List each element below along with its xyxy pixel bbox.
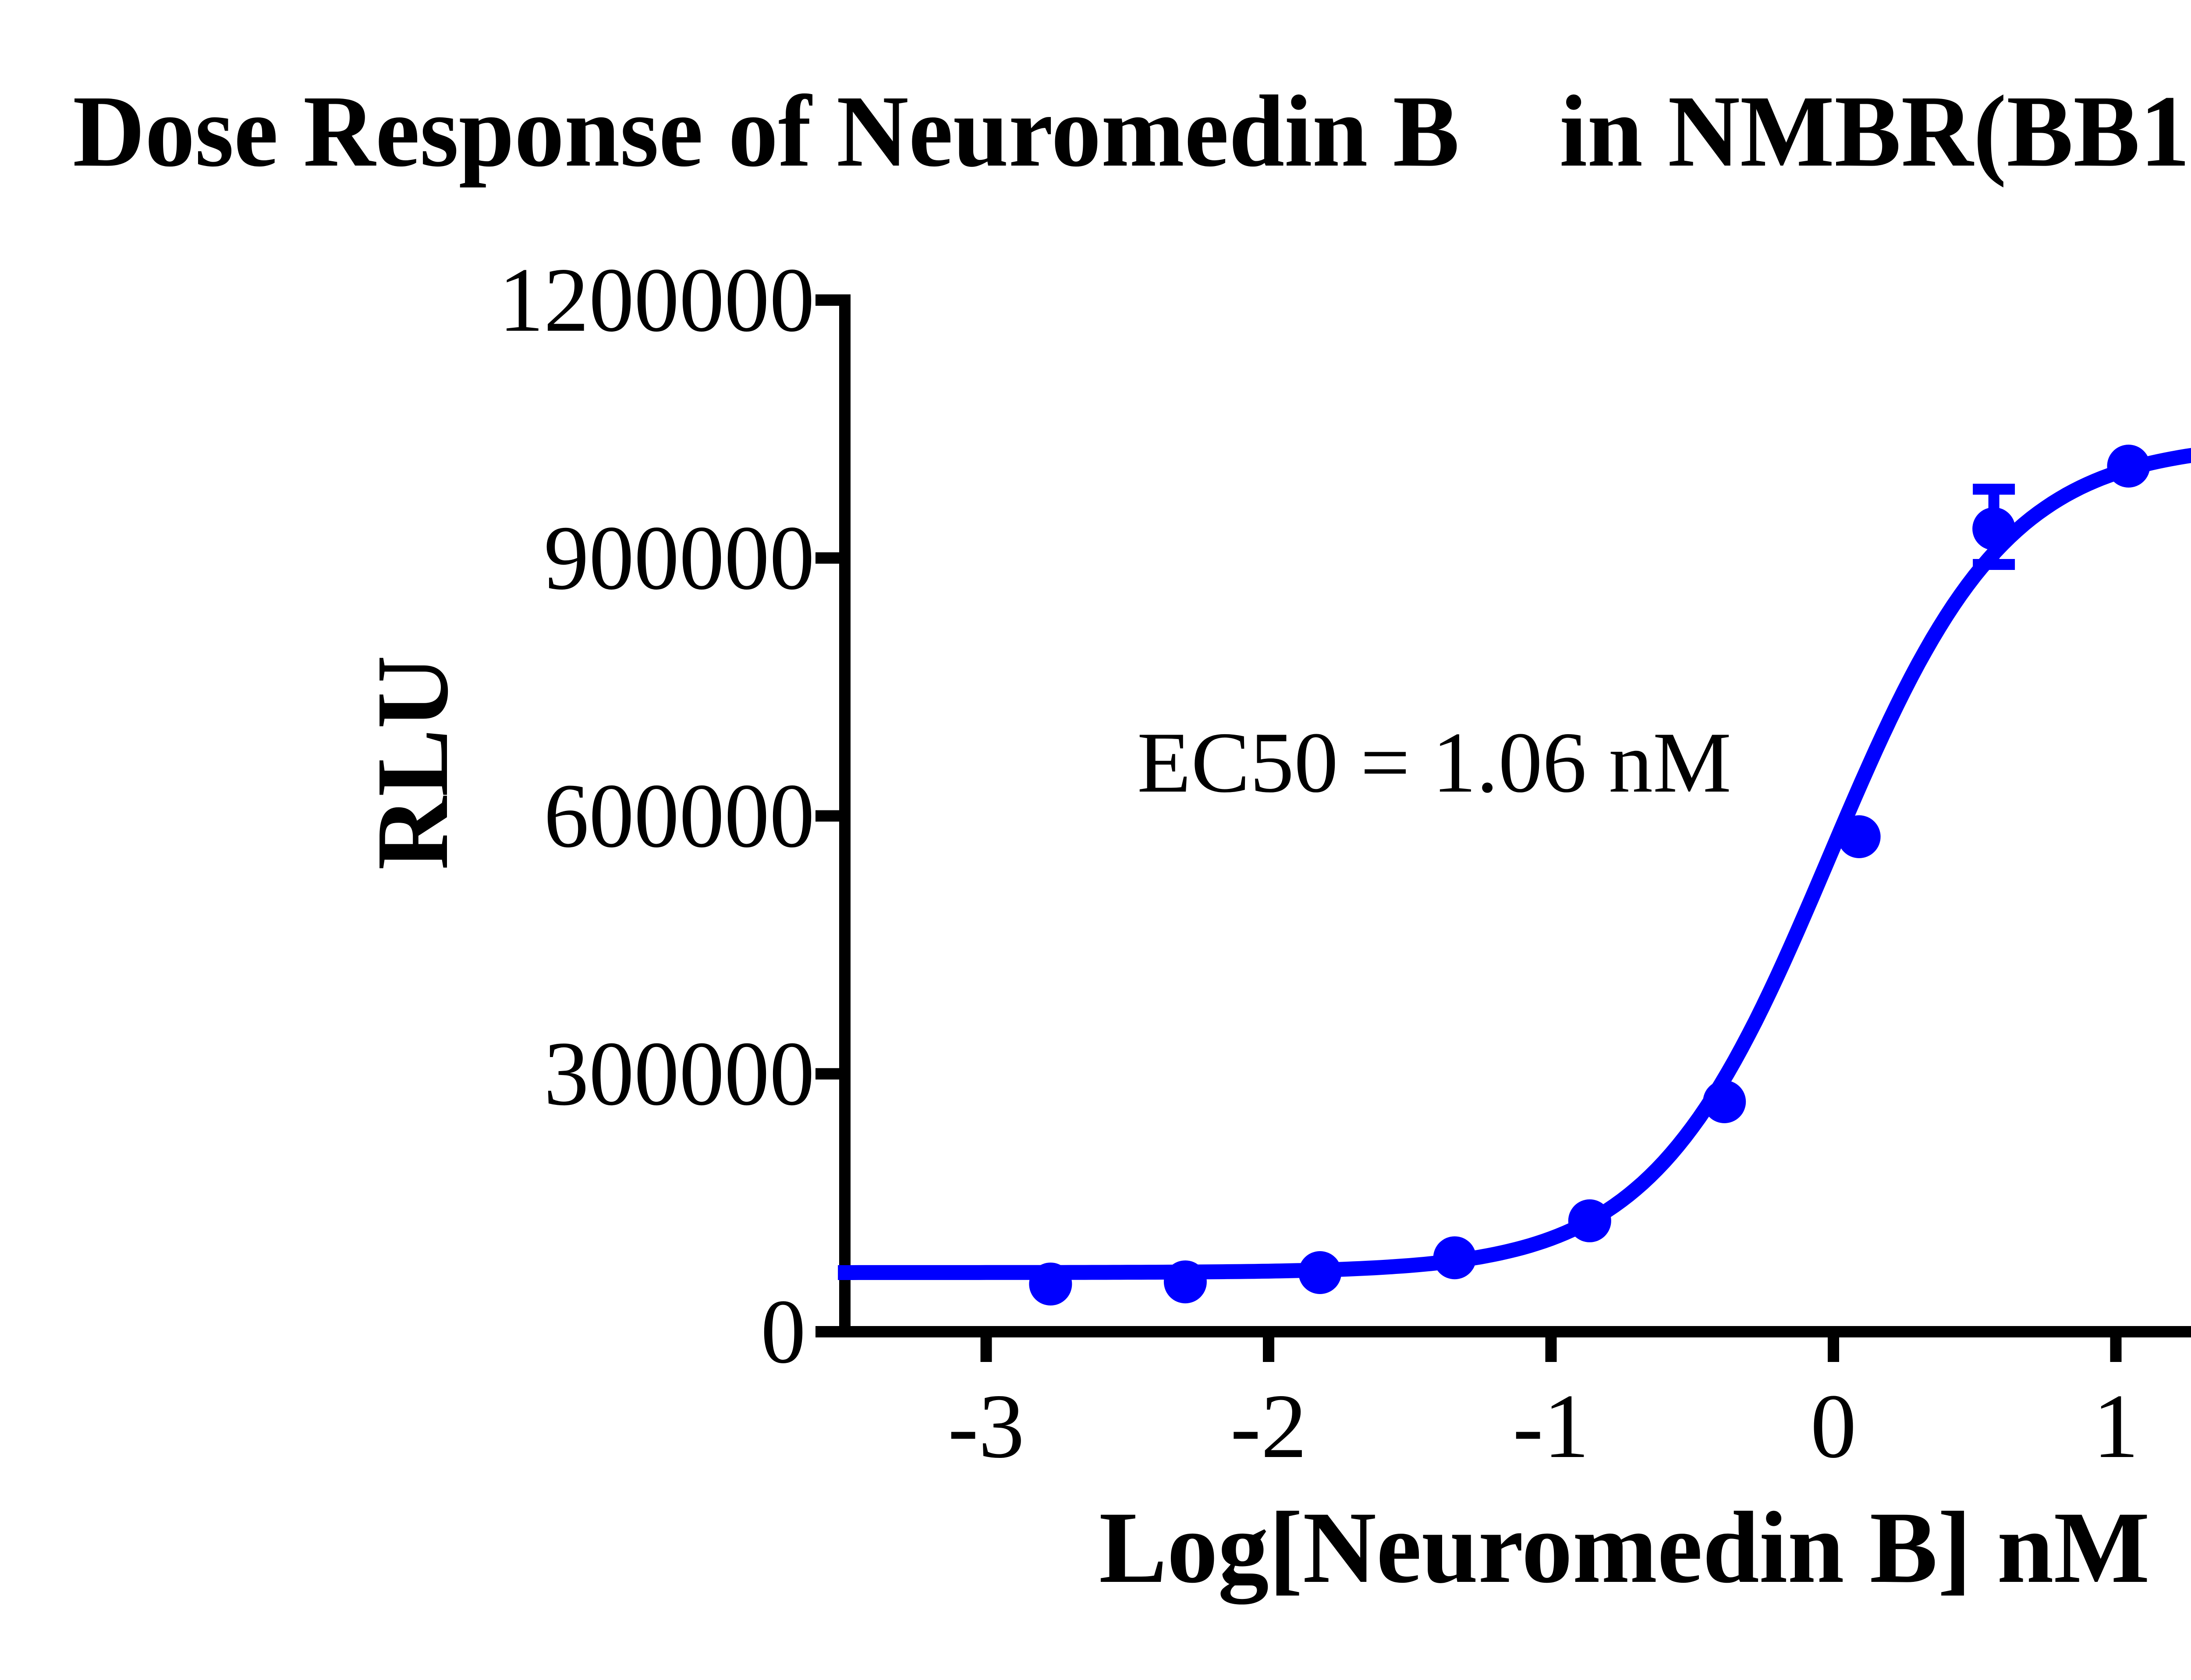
svg-text:900000: 900000: [544, 507, 815, 609]
svg-text:Dose Response of Neuromedin B: Dose Response of Neuromedin B in NMBR(BB…: [73, 66, 2191, 188]
svg-text:1200000: 1200000: [499, 249, 815, 351]
svg-text:300000: 300000: [544, 1023, 815, 1125]
svg-text:0: 0: [761, 1281, 806, 1383]
svg-text:-3: -3: [948, 1376, 1025, 1477]
svg-text:0: 0: [1811, 1376, 1857, 1477]
svg-text:1: 1: [2093, 1376, 2139, 1477]
svg-text:Log[Neuromedin B] nM: Log[Neuromedin B] nM: [1099, 1490, 2150, 1605]
svg-text:-1: -1: [1513, 1376, 1589, 1477]
svg-text:-2: -2: [1230, 1376, 1307, 1477]
svg-text:EC50 = 1.06 nM: EC50 = 1.06 nM: [1137, 714, 1731, 810]
svg-text:600000: 600000: [544, 765, 815, 867]
svg-text:RLU: RLU: [355, 655, 469, 870]
